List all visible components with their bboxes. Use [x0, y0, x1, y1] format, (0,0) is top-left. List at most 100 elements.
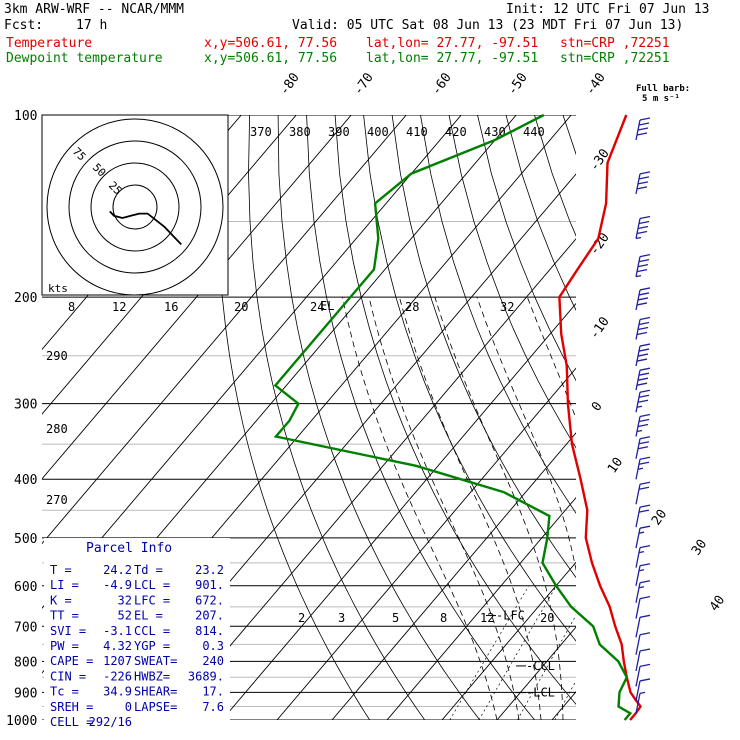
wind-barb-half	[638, 586, 645, 589]
wind-barb-staff	[635, 582, 641, 603]
parcel-value: 4.32	[103, 639, 132, 653]
wind-barb-flag	[639, 316, 651, 321]
moist-adiabat	[368, 297, 520, 720]
isotherm-label: -60	[429, 70, 455, 98]
dry-adiabat	[306, 115, 536, 720]
theta-label: 430	[484, 125, 506, 139]
isotherm	[662, 115, 740, 720]
wind-barb-flag	[636, 382, 648, 386]
wind-barb-flag	[639, 367, 651, 371]
wind-barb-flag	[639, 504, 651, 508]
pressure-label: 600	[14, 580, 37, 595]
dry-adiabat	[448, 115, 576, 449]
moist-adiabat	[476, 296, 576, 572]
wind-barb-half	[635, 275, 642, 278]
isotherm	[276, 367, 576, 720]
annotation-el: EL	[320, 299, 334, 313]
wind-barb-half	[636, 429, 643, 433]
hodograph-units: kts	[48, 282, 68, 295]
wind-barb-flag	[639, 343, 651, 347]
wind-barb-flag	[637, 181, 649, 185]
wind-barb-flag	[639, 678, 651, 682]
isotherm-label: -40	[583, 70, 609, 98]
wind-barb-flag	[638, 486, 650, 490]
mixing-ratio-label-lower: 20	[540, 611, 554, 625]
moist-adiabat	[526, 296, 576, 420]
parcel-value: 292/16	[89, 715, 132, 729]
forecast-hours: 17 h	[76, 18, 108, 33]
parcel-value: 207.	[195, 609, 224, 623]
wind-barb-flag	[637, 326, 649, 331]
wind-barb-flag	[639, 287, 651, 291]
wind-barb-half	[635, 236, 642, 240]
wind-barb-flag	[639, 389, 651, 393]
mixing-ratio-label-lower: 2	[298, 611, 305, 625]
wind-barb-flag	[638, 394, 650, 398]
parcel-key: PW =	[50, 639, 79, 653]
theta-label: 410	[406, 125, 428, 139]
parcel-value: 17.	[202, 685, 224, 699]
pressure-label: 100	[14, 109, 37, 124]
theta-e-label: 290	[46, 349, 68, 363]
mixing-ratio-label: 20	[234, 300, 248, 314]
wind-barb-flag	[639, 648, 651, 652]
moist-adiabat	[588, 297, 645, 720]
parcel-key: YGP =	[134, 639, 170, 653]
mixing-ratio-line	[449, 585, 530, 720]
annotation-ccl: -CCL	[526, 659, 555, 673]
temperature-xy: x,y=506.61, 77.56	[204, 36, 338, 51]
annotation-lfc: -LFC	[496, 609, 525, 623]
parcel-value: 7.6	[202, 700, 224, 714]
wind-barb-staff	[635, 634, 641, 655]
isotherm-label: 10	[605, 455, 626, 476]
wind-barbs	[635, 117, 651, 714]
wind-barb-flag	[638, 509, 650, 513]
wind-barb-flag	[638, 418, 650, 423]
wind-barb-flag	[639, 413, 651, 418]
mixing-ratio-line	[589, 586, 660, 720]
parcel-key: CCL =	[134, 624, 170, 638]
wind-barb-flag	[638, 372, 650, 376]
parcel-key: SVI =	[50, 624, 86, 638]
dry-adiabat	[592, 115, 740, 720]
isotherm	[331, 432, 576, 720]
pressure-label: 500	[14, 532, 37, 547]
moist-adiabat	[434, 296, 564, 720]
parcel-key: EL =	[134, 609, 163, 623]
wind-barb-half	[638, 569, 645, 572]
annotation-lcl: -LCL	[526, 686, 555, 700]
parcel-key: K =	[50, 593, 72, 607]
parcel-key: LAPSE=	[134, 700, 177, 714]
mixing-ratio-label: 12	[112, 300, 126, 314]
init-time: Init: 12 UTC Fri 07 Jun 13	[506, 2, 710, 17]
wind-barb-flag	[639, 663, 651, 668]
parcel-key: CAPE =	[50, 654, 93, 668]
hodograph-frame	[41, 114, 229, 296]
wind-barb-flag	[639, 563, 651, 567]
sounding-traces: EL -LFC -CCL -LCL	[273, 113, 642, 721]
dry-adiabat	[477, 115, 576, 382]
theta-label: 370	[250, 125, 272, 139]
temperature-trace	[558, 114, 642, 721]
wind-barb-flag	[639, 215, 651, 220]
wind-barb-flag	[638, 441, 650, 445]
valid-time: Valid: 05 UTC Sat 08 Jun 13 (23 MDT Fri …	[292, 18, 684, 33]
parcel-key: LCL =	[134, 578, 170, 592]
dry-adiabat	[391, 115, 576, 579]
isotherm-label: 0	[589, 399, 606, 414]
wind-barb-flag	[638, 259, 650, 263]
forecast-label: Fcst:	[4, 18, 44, 33]
mixing-ratio-label-lower: 12	[480, 611, 494, 625]
wind-barb-half	[638, 551, 645, 554]
wind-barb-flag	[636, 269, 648, 273]
isotherm-label: -50	[505, 70, 531, 98]
dry-adiabat	[562, 115, 576, 156]
parcel-key: T =	[50, 563, 72, 577]
mixing-ratio-label: 8	[68, 300, 75, 314]
wind-barb-flag	[637, 297, 649, 301]
wind-barb-flag	[637, 377, 649, 381]
wind-barb-flag	[638, 176, 650, 180]
wind-barb-staff	[635, 507, 641, 528]
parcel-key: CIN =	[50, 669, 86, 683]
wind-barb-flag	[639, 614, 651, 618]
